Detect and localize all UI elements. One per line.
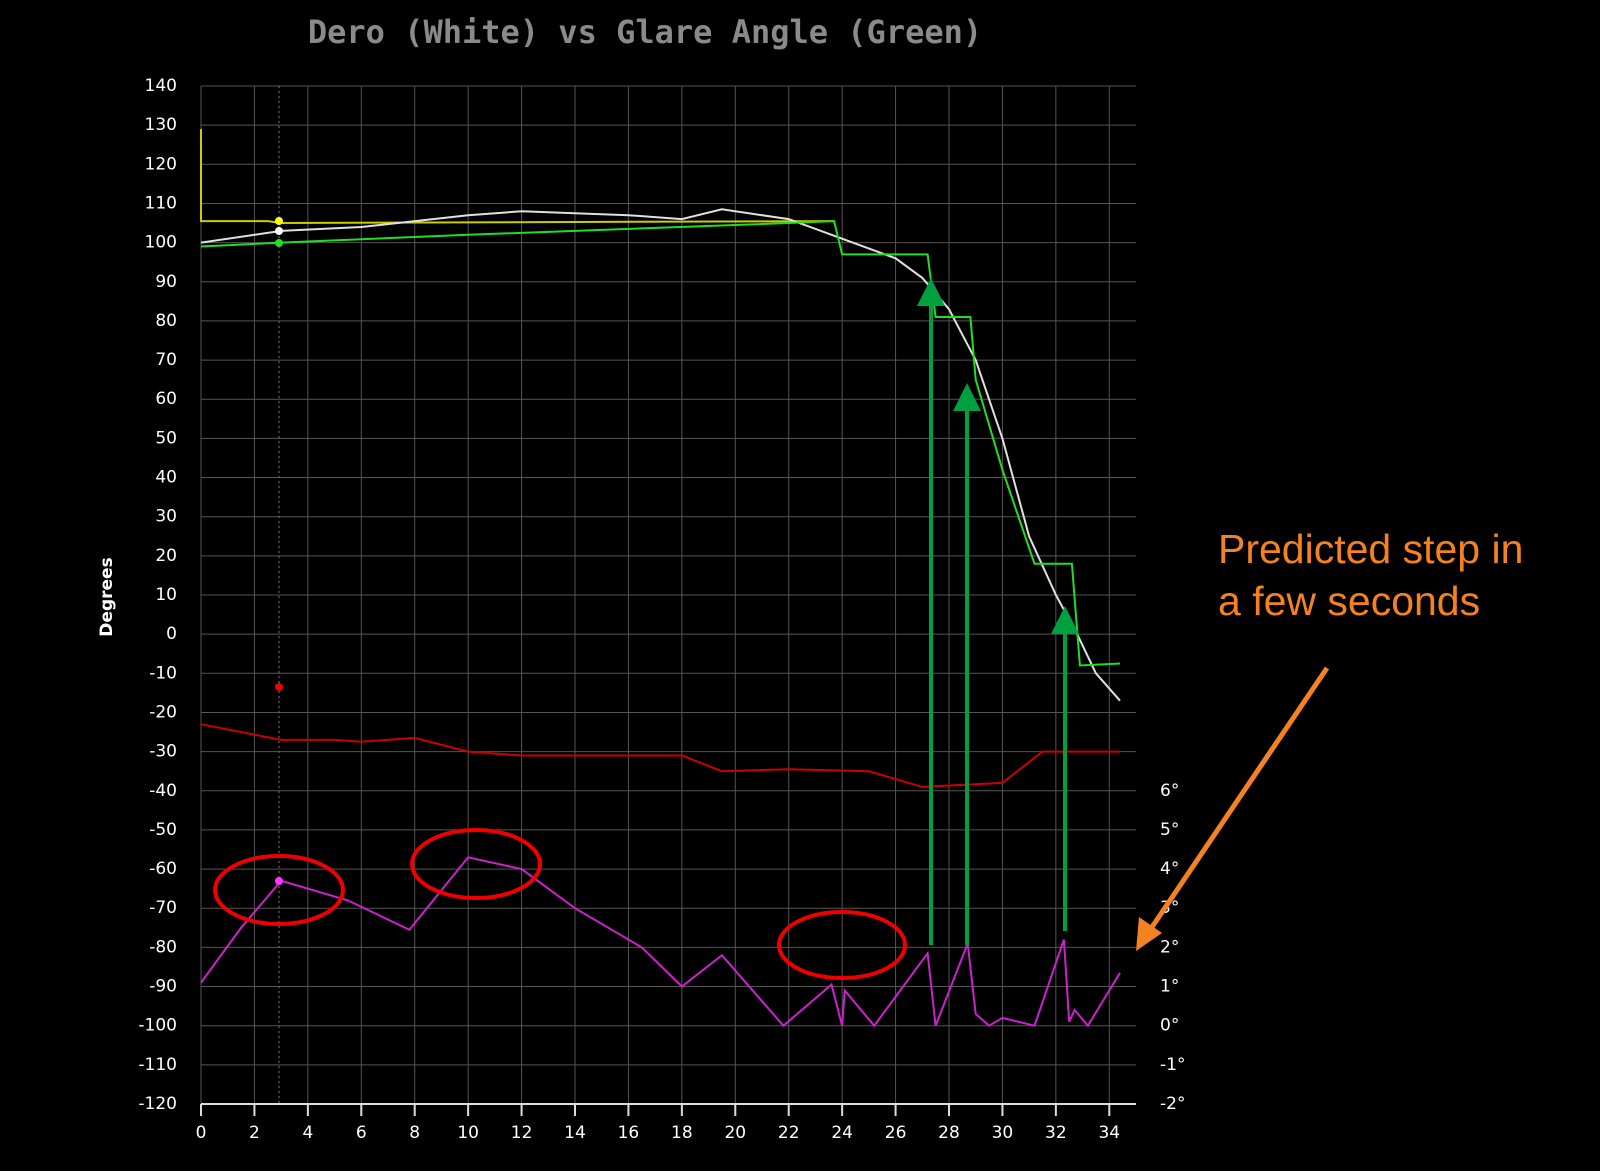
x-tick-label: 2 <box>249 1123 260 1143</box>
y2-tick-label: 0° <box>1160 1016 1179 1036</box>
arrow-head <box>953 383 981 411</box>
highlight-ellipses <box>213 828 907 980</box>
annotation-arrow <box>1136 666 1330 951</box>
x-tick-label: 16 <box>618 1123 640 1143</box>
lines <box>200 129 1121 1028</box>
y-tick-label: -80 <box>149 937 177 957</box>
y-tick-label: 70 <box>155 350 177 370</box>
x-tick-label: 30 <box>992 1123 1014 1143</box>
x-tick-label: 0 <box>196 1123 207 1143</box>
arrow-head <box>917 278 945 306</box>
arrow-head <box>1136 917 1162 951</box>
y2-tick-label: 5° <box>1160 820 1179 840</box>
series-line <box>200 220 1121 667</box>
y-tick-label: 40 <box>155 468 177 488</box>
ellipse <box>777 910 907 980</box>
x-tick-label: 18 <box>671 1123 693 1143</box>
y-axis-label: Degrees <box>97 557 117 636</box>
y-tick-label: -10 <box>149 663 177 683</box>
x-tick-label: 14 <box>564 1123 586 1143</box>
y2-tick-label: -2° <box>1160 1094 1185 1114</box>
x-tick-label: 10 <box>457 1123 479 1143</box>
series-line <box>200 723 1120 788</box>
x-tick-label: 24 <box>831 1123 853 1143</box>
cursor-dot <box>275 683 283 691</box>
cursor-dot <box>275 227 283 235</box>
y-tick-label: -30 <box>149 742 177 762</box>
y2-tick-label: 3° <box>1160 898 1179 918</box>
y2-tick-label: -1° <box>1160 1055 1185 1075</box>
cursor-dot <box>275 877 283 885</box>
x-tick-label: 6 <box>356 1123 367 1143</box>
y-tick-label: 90 <box>155 272 177 292</box>
x-tick-label: 4 <box>302 1123 313 1143</box>
y-tick-label: 30 <box>155 507 177 527</box>
y-tick-label: 60 <box>155 389 177 409</box>
cursor-dot <box>275 239 283 247</box>
y-tick-label: 0 <box>166 624 177 644</box>
y-tick-label: -40 <box>149 781 177 801</box>
annotation: a few seconds <box>1218 578 1480 624</box>
y-tick-label: 140 <box>145 76 177 96</box>
grid: -120-110-100-90-80-70-60-50-40-30-20-100… <box>138 76 1185 1143</box>
y2-tick-label: 4° <box>1160 859 1179 879</box>
x-tick-label: 32 <box>1045 1123 1067 1143</box>
x-tick-label: 28 <box>938 1123 960 1143</box>
y-tick-label: 50 <box>155 428 177 448</box>
y2-tick-label: 1° <box>1160 977 1179 997</box>
y-tick-label: 80 <box>155 311 177 331</box>
x-tick-label: 8 <box>409 1123 420 1143</box>
y-tick-label: 130 <box>145 115 177 135</box>
y-tick-label: 110 <box>145 193 177 213</box>
y-tick-label: -50 <box>149 820 177 840</box>
y-tick-label: -90 <box>149 977 177 997</box>
x-tick-label: 34 <box>1098 1123 1120 1143</box>
cursor-dot <box>275 217 283 225</box>
y2-tick-label: 6° <box>1160 781 1179 801</box>
ellipse <box>410 828 542 900</box>
cursor-dots <box>275 217 283 885</box>
y-tick-label: 100 <box>145 233 177 253</box>
x-tick-label: 26 <box>885 1123 907 1143</box>
y-tick-label: -60 <box>149 859 177 879</box>
x-tick-label: 22 <box>778 1123 800 1143</box>
x-tick-label: 12 <box>511 1123 533 1143</box>
series-line <box>200 129 835 225</box>
chart-title: Dero (White) vs Glare Angle (Green) <box>308 13 982 51</box>
arrow-shaft <box>1147 666 1330 932</box>
y-tick-label: -110 <box>138 1055 177 1075</box>
arrow-head <box>1051 606 1079 634</box>
y2-tick-label: 2° <box>1160 937 1179 957</box>
annotation: Predicted step in <box>1218 526 1523 572</box>
y-tick-label: -20 <box>149 702 177 722</box>
series-line <box>200 856 1121 1028</box>
step-arrows <box>917 278 1079 945</box>
x-tick-label: 20 <box>724 1123 746 1143</box>
y-tick-label: -100 <box>138 1016 177 1036</box>
y-tick-label: -120 <box>138 1094 177 1114</box>
y-tick-label: 120 <box>145 154 177 174</box>
ellipse <box>213 854 345 926</box>
y-tick-label: 10 <box>155 585 177 605</box>
series-line <box>200 208 1121 702</box>
y-tick-label: -70 <box>149 898 177 918</box>
y-tick-label: 20 <box>155 546 177 566</box>
